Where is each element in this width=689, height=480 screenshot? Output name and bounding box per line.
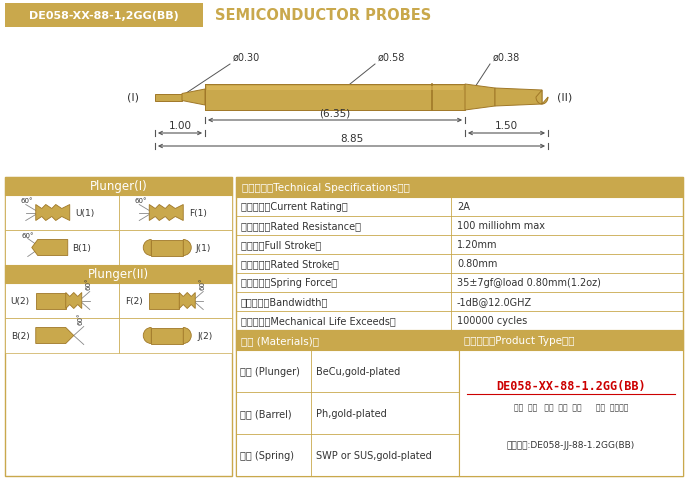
Wedge shape	[183, 328, 192, 344]
Text: DE058-XX-88-1.2GG(BB): DE058-XX-88-1.2GG(BB)	[496, 379, 646, 392]
Text: 60°: 60°	[85, 277, 92, 290]
FancyBboxPatch shape	[236, 330, 459, 476]
Text: 频率带宽（Bandwidth）: 频率带宽（Bandwidth）	[241, 297, 329, 307]
Text: 1.50: 1.50	[495, 121, 518, 131]
Polygon shape	[155, 94, 182, 101]
Text: F(1): F(1)	[189, 209, 207, 217]
FancyBboxPatch shape	[5, 178, 232, 195]
Polygon shape	[150, 205, 183, 221]
Wedge shape	[183, 240, 192, 256]
Text: Ph,gold-plated: Ph,gold-plated	[316, 408, 387, 418]
FancyBboxPatch shape	[459, 330, 683, 350]
Text: 60°: 60°	[199, 277, 205, 290]
Polygon shape	[65, 293, 82, 309]
Text: 材质 (Materials)：: 材质 (Materials)：	[241, 336, 319, 345]
Polygon shape	[179, 293, 195, 309]
Text: ø0.30: ø0.30	[233, 53, 260, 63]
Text: U(1): U(1)	[76, 209, 95, 217]
Text: (II): (II)	[557, 93, 573, 103]
FancyBboxPatch shape	[119, 230, 232, 265]
FancyBboxPatch shape	[119, 318, 232, 353]
Text: -1dB@12.0GHZ: -1dB@12.0GHZ	[457, 297, 532, 307]
Text: 满行程（Full Stroke）: 满行程（Full Stroke）	[241, 240, 321, 250]
FancyBboxPatch shape	[459, 330, 683, 476]
Text: B(1): B(1)	[72, 243, 91, 252]
Text: 针管 (Barrel): 针管 (Barrel)	[240, 408, 291, 418]
Text: SWP or SUS,gold-plated: SWP or SUS,gold-plated	[316, 450, 432, 460]
Text: 针头 (Plunger): 针头 (Plunger)	[240, 366, 300, 376]
Text: 成品型号（Product Type）：: 成品型号（Product Type）：	[464, 336, 575, 345]
Polygon shape	[32, 240, 68, 256]
Text: SEMICONDUCTOR PROBES: SEMICONDUCTOR PROBES	[215, 9, 431, 24]
Text: (I): (I)	[127, 93, 139, 103]
Polygon shape	[536, 91, 548, 105]
Text: J(2): J(2)	[197, 331, 212, 340]
Text: ø0.38: ø0.38	[493, 53, 520, 63]
Polygon shape	[152, 328, 183, 344]
FancyBboxPatch shape	[119, 283, 232, 318]
Polygon shape	[495, 89, 542, 107]
Wedge shape	[143, 328, 152, 344]
Text: 额定行程（Rated Stroke）: 额定行程（Rated Stroke）	[241, 259, 339, 269]
FancyBboxPatch shape	[236, 178, 683, 198]
Text: 订购举例:DE058-JJ-88-1.2GG(BB): 订购举例:DE058-JJ-88-1.2GG(BB)	[507, 440, 635, 449]
FancyBboxPatch shape	[119, 195, 232, 230]
Text: 2A: 2A	[457, 202, 470, 212]
Text: F(2): F(2)	[125, 296, 143, 305]
Text: BeCu,gold-plated: BeCu,gold-plated	[316, 366, 400, 376]
Text: 额定弹力（Spring Force）: 额定弹力（Spring Force）	[241, 278, 337, 288]
Text: 100 milliohm max: 100 milliohm max	[457, 221, 545, 231]
FancyBboxPatch shape	[207, 87, 463, 91]
Polygon shape	[205, 85, 465, 111]
Polygon shape	[182, 90, 205, 106]
FancyBboxPatch shape	[5, 195, 119, 230]
Text: 技术要求（Technical Specifications）：: 技术要求（Technical Specifications）：	[242, 182, 410, 192]
Text: 额定电阻（Rated Resistance）: 额定电阻（Rated Resistance）	[241, 221, 361, 231]
Polygon shape	[36, 205, 70, 221]
FancyBboxPatch shape	[5, 283, 119, 318]
Text: ø0.58: ø0.58	[378, 53, 405, 63]
Text: DE058-XX-88-1,2GG(BB): DE058-XX-88-1,2GG(BB)	[29, 11, 179, 21]
Text: B(2): B(2)	[11, 331, 30, 340]
Polygon shape	[150, 293, 179, 309]
Text: J(1): J(1)	[195, 243, 211, 252]
Polygon shape	[465, 85, 495, 111]
FancyBboxPatch shape	[5, 230, 119, 265]
Polygon shape	[36, 328, 74, 344]
Text: Plunger(I): Plunger(I)	[90, 180, 147, 193]
FancyBboxPatch shape	[5, 4, 203, 28]
Text: 100000 cycles: 100000 cycles	[457, 316, 527, 326]
FancyBboxPatch shape	[5, 265, 232, 283]
Text: 1.20mm: 1.20mm	[457, 240, 497, 250]
Text: 0.80mm: 0.80mm	[457, 259, 497, 269]
Text: U(2): U(2)	[10, 296, 30, 305]
Text: 60°: 60°	[78, 312, 84, 325]
Text: 60°: 60°	[22, 233, 34, 239]
Text: 弹簧 (Spring): 弹簧 (Spring)	[240, 450, 294, 460]
Text: 额定电流（Current Rating）: 额定电流（Current Rating）	[241, 202, 348, 212]
Text: 8.85: 8.85	[340, 134, 363, 144]
Text: 35±7gf@load 0.80mm(1.2oz): 35±7gf@load 0.80mm(1.2oz)	[457, 278, 601, 288]
Text: 测试寿命（Mechanical Life Exceeds）: 测试寿命（Mechanical Life Exceeds）	[241, 316, 395, 326]
Text: 系列  规格   头型  总长  弹力      镀金  针头材质: 系列 规格 头型 总长 弹力 镀金 针头材质	[514, 402, 628, 411]
Wedge shape	[143, 240, 152, 256]
Text: Plunger(II): Plunger(II)	[88, 268, 149, 281]
FancyBboxPatch shape	[5, 318, 119, 353]
Text: (6.35): (6.35)	[320, 108, 351, 118]
Text: 1.00: 1.00	[169, 121, 192, 131]
FancyBboxPatch shape	[236, 330, 459, 350]
Polygon shape	[152, 240, 183, 256]
Text: 60°: 60°	[21, 198, 33, 204]
Polygon shape	[36, 293, 65, 309]
Text: 60°: 60°	[134, 198, 147, 204]
